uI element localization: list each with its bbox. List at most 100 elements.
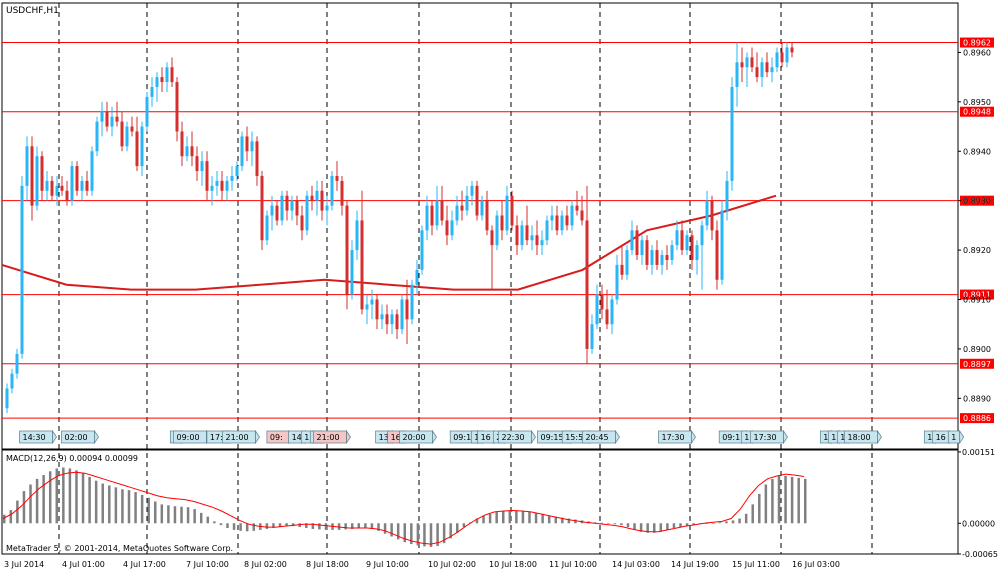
candle: [735, 42, 739, 107]
candle-body: [160, 77, 164, 83]
candle-body: [120, 121, 124, 147]
candle-body: [750, 57, 754, 68]
macd-histogram-bar: [3, 514, 6, 524]
time-tick-label: 3 Jul 2014: [4, 560, 44, 569]
candle-body: [445, 220, 449, 236]
candle: [630, 220, 634, 256]
candle: [135, 116, 139, 172]
macd-histogram-bar: [547, 515, 551, 524]
candle-body: [675, 230, 679, 246]
macd-histogram-bar: [758, 493, 761, 524]
candle: [320, 180, 324, 221]
candle-body: [405, 299, 409, 320]
candle-body: [480, 200, 484, 216]
candle-body: [145, 96, 149, 127]
candle: [300, 205, 304, 241]
candle-body: [740, 62, 744, 68]
event-marker-label: 17:30: [662, 433, 685, 442]
candle-body: [495, 215, 499, 246]
macd-histogram-bar: [639, 523, 643, 532]
candle-body: [255, 141, 259, 176]
candle-body: [460, 205, 464, 211]
candle-body: [40, 156, 44, 191]
macd-histogram-bar: [744, 513, 748, 524]
event-marker: 1: [947, 429, 965, 445]
candle-body: [600, 294, 604, 310]
candle: [640, 235, 644, 265]
candle: [635, 225, 639, 260]
candle: [740, 47, 744, 83]
candle-body: [265, 215, 269, 241]
event-marker-label: 09:15: [541, 433, 564, 442]
event-marker-arrow: [432, 429, 437, 445]
price-level-label: 0.8911: [963, 291, 991, 300]
candle: [125, 121, 129, 152]
candle-body: [525, 225, 529, 241]
time-tick-label: 14 Jul 03:00: [612, 560, 660, 569]
time-tick-label: 10 Jul 18:00: [489, 560, 537, 569]
macd-histogram-bar: [81, 473, 85, 524]
macd-histogram-bar: [692, 523, 695, 525]
candle: [705, 190, 709, 231]
candle: [395, 309, 399, 340]
candle-body: [360, 220, 364, 310]
candle-body: [575, 205, 579, 211]
macd-histogram-bar: [771, 478, 774, 524]
candle-body: [450, 220, 454, 236]
candle: [465, 185, 469, 216]
macd-histogram-bar: [672, 523, 676, 528]
macd-histogram-bar: [390, 523, 393, 537]
price-axis: 0.8962 0.8948 0.8930 0.8911 0.8897 0.8886 0.89…: [958, 37, 994, 424]
candle: [325, 195, 329, 226]
candle: [285, 190, 289, 221]
event-marker-label: 17:: [210, 433, 223, 442]
copyright-label: MetaTrader 5, © 2001-2014, MetaQuotes So…: [6, 544, 233, 553]
candle: [195, 146, 199, 181]
candle-body: [690, 235, 694, 260]
macd-histogram-bar: [797, 477, 800, 524]
candle-body: [155, 77, 159, 88]
candle-body: [705, 200, 709, 226]
candle: [580, 195, 584, 226]
macd-histogram-bar: [193, 509, 196, 524]
candle: [575, 190, 579, 216]
macd-tick-label: -0.00065: [962, 550, 998, 559]
candle: [770, 57, 774, 83]
macd-histogram-bar: [121, 489, 124, 524]
candle-body: [420, 230, 424, 270]
candle-body: [590, 324, 594, 349]
macd-histogram-bar: [521, 510, 525, 524]
candle-body: [335, 175, 339, 181]
event-marker-label: 1: [831, 433, 836, 442]
candle: [430, 200, 434, 236]
candle: [165, 62, 169, 92]
candle: [270, 195, 274, 231]
event-marker: 18:00: [844, 429, 882, 445]
candle-body: [60, 185, 64, 191]
candle: [140, 121, 144, 176]
macd-histogram-bar: [186, 507, 190, 524]
macd-histogram-bar: [712, 523, 715, 524]
macd-histogram-bar: [75, 470, 78, 524]
candle: [595, 284, 599, 330]
candle-body: [330, 175, 334, 206]
macd-histogram-bar: [88, 476, 91, 524]
price-tick-label: 0.8890: [963, 394, 991, 403]
candle: [695, 240, 699, 275]
candle-body: [475, 185, 479, 216]
macd-histogram-bar: [154, 501, 157, 524]
candle-body: [720, 210, 724, 280]
candle: [20, 175, 24, 359]
candle: [490, 225, 494, 290]
candle: [15, 348, 19, 379]
candle: [160, 67, 164, 92]
candle-body: [765, 62, 769, 73]
event-marker-label: 20:45: [586, 433, 609, 442]
candle-body: [130, 126, 134, 132]
macd-histogram-bar: [705, 523, 709, 524]
candle: [35, 146, 39, 211]
candle: [200, 151, 204, 186]
candle: [185, 136, 189, 162]
macd-histogram-bar: [278, 523, 282, 528]
